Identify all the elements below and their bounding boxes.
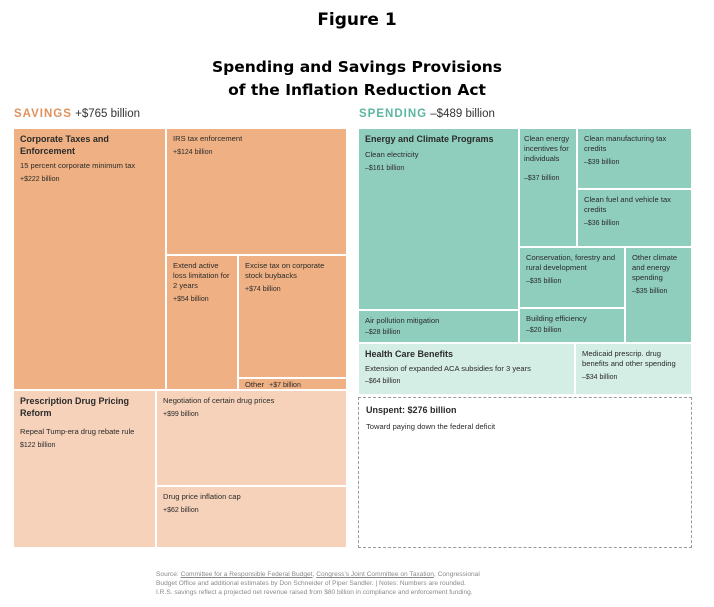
tile-title: Clean manufacturing tax credits [584,134,667,153]
tile-value: –$36 billion [584,220,620,227]
tile-title: Health Care Benefits [365,349,454,359]
tile-medicaid-drug-benefits: Medicaid prescrip. drug benefits and oth… [575,343,692,395]
tile-value: –$161 billion [365,164,405,172]
tile-aca-subsidies: Health Care Benefits Extension of expand… [358,343,575,395]
tile-title: Conservation, forestry and rural develop… [526,253,616,272]
tile-title: IRS tax enforcement [173,134,243,143]
source-prefix: Source: [156,571,181,578]
tile-value: +$124 billion [173,149,213,156]
source-line-3: I.R.S. savings reflect a projected net r… [156,589,473,597]
tile-value: –$39 billion [584,159,620,166]
tile-value: $122 billion [20,442,56,449]
tile-unspent: Unspent: $276 billion Toward paying down… [358,397,692,548]
tile-clean-fuel-vehicle: Clean fuel and vehicle tax credits –$36 … [577,189,692,247]
tile-title: Drug price inflation cap [163,492,241,501]
tile-value: –$34 billion [582,374,618,381]
tile-value: +$99 billion [163,411,199,418]
tile-subtitle: Toward paying down the federal deficit [366,421,496,431]
tile-title: Prescription Drug Pricing Reform [20,396,130,418]
savings-header: SAVINGS +$765 billion [14,108,140,120]
tile-value: –$64 billion [365,377,401,385]
source-line-1-end: , Congressional [433,571,480,578]
spending-header: SPENDING –$489 billion [359,108,495,120]
savings-label: SAVINGS [14,108,72,120]
tile-title: Other climate and energy spending [632,253,678,282]
figure-label: Figure 1 [317,10,397,30]
tile-title: Excise tax on corporate stock buybacks [245,261,325,280]
tile-value: –$35 billion [632,288,668,295]
spending-label: SPENDING [359,108,428,120]
source-line-2: Budget Office and additional estimates b… [156,580,466,588]
tile-title: Air pollution mitigation [365,316,440,325]
tile-value: +$222 billion [20,176,60,183]
tile-clean-manufacturing: Clean manufacturing tax credits –$39 bil… [577,128,692,189]
chart-title-line-1: Spending and Savings Provisions [211,58,503,76]
tile-irs-enforcement: IRS tax enforcement +$124 billion [166,128,347,255]
tile-excise-tax-buybacks: Excise tax on corporate stock buybacks +… [238,255,347,378]
tile-title: Clean energy incentives for individuals [524,134,570,163]
tile-value: +$74 billion [245,286,281,293]
tile-drug-rebate-rule: Prescription Drug Pricing Reform Repeal … [13,390,156,548]
tile-clean-electricity: Energy and Climate Programs Clean electr… [358,128,519,310]
tile-title: Extend active loss limitation for 2 year… [173,261,230,290]
tile-title: Medicaid prescrip. drug benefits and oth… [582,349,676,368]
tile-corporate-minimum-tax: Corporate Taxes and Enforcement 15 perce… [13,128,166,390]
tile-subtitle: 15 percent corporate minimum tax [20,161,136,170]
tile-building-efficiency: Building efficiency –$20 billion [519,308,625,343]
tile-title: Corporate Taxes and Enforcement [20,134,109,156]
source-link-jct[interactable]: Congress’s Joint Committee on Taxation [316,571,434,578]
tile-value: +$7 billion [269,382,301,389]
tile-value: –$37 billion [524,175,560,182]
source-separator: , [312,571,317,578]
tile-value: –$35 billion [526,278,562,285]
chart-title: Spending and Savings Provisions of the I… [0,56,714,102]
tile-title: Unspent: $276 billion [366,405,457,415]
source-link-crfb[interactable]: Committee for a Responsible Federal Budg… [180,571,313,578]
tile-title: Building efficiency [526,314,587,323]
tile-subtitle: Extension of expanded ACA subsidies for … [365,363,531,373]
chart-title-line-2: of the Inflation Reduction Act [228,81,486,99]
tile-subtitle: Clean electricity [365,149,419,159]
tile-conservation-forestry: Conservation, forestry and rural develop… [519,247,625,308]
tile-drug-price-negotiation: Negotiation of certain drug prices +$99 … [156,390,347,486]
tile-value: +$54 billion [173,296,209,303]
tile-title: Energy and Climate Programs [365,134,494,144]
spending-total: –$489 billion [430,108,495,120]
tile-value: –$20 billion [526,327,562,334]
tile-title: Negotiation of certain drug prices [163,396,275,405]
tile-subtitle: Repeal Tump-era drug rebate rule [20,427,135,436]
savings-total: +$765 billion [75,108,141,120]
source-note: Source: Committee for a Responsible Fede… [156,570,556,598]
tile-active-loss-limitation: Extend active loss limitation for 2 year… [166,255,238,390]
tile-other-climate-energy: Other climate and energy spending –$35 b… [625,247,692,343]
tile-value: –$28 billion [365,329,401,336]
tile-air-pollution: Air pollution mitigation –$28 billion [358,310,519,343]
tile-title: Other [245,380,264,389]
source-line-1: Source: Committee for a Responsible Fede… [156,570,556,579]
tile-value: +$62 billion [163,507,199,514]
tile-title: Clean fuel and vehicle tax credits [584,195,671,214]
tile-clean-energy-individuals: Clean energy incentives for individuals … [519,128,577,247]
tile-other-savings: Other +$7 billion [238,378,347,390]
tile-drug-inflation-cap: Drug price inflation cap +$62 billion [156,486,347,548]
